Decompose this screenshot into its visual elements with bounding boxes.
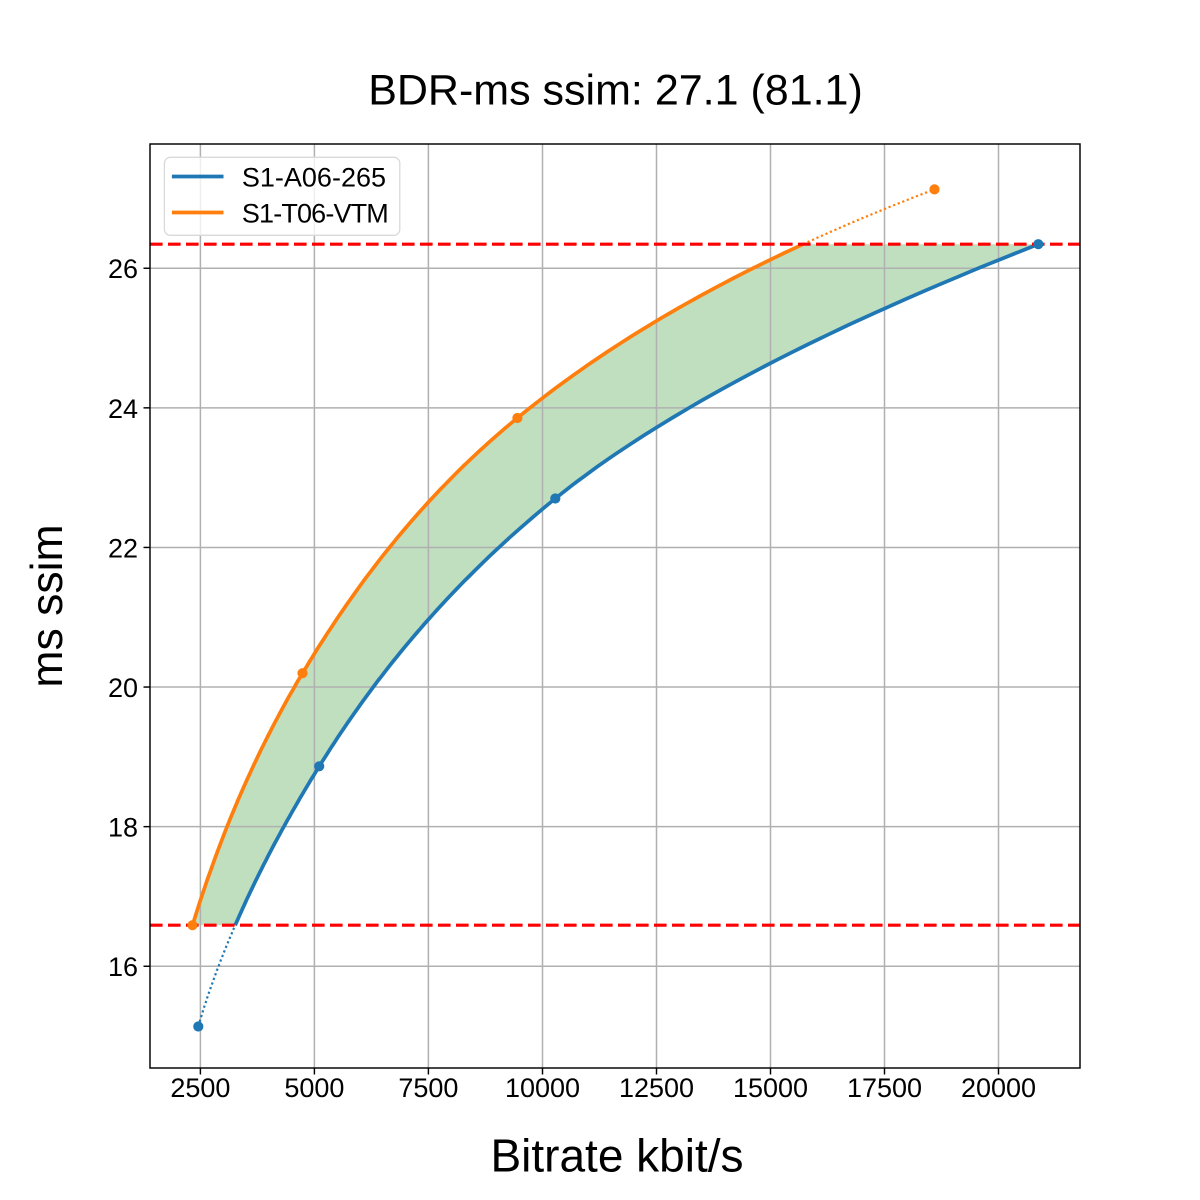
svg-text:20000: 20000 [961,1073,1036,1103]
svg-text:18: 18 [108,813,138,843]
svg-text:15000: 15000 [733,1073,808,1103]
svg-text:20: 20 [108,673,138,703]
svg-text:24: 24 [108,394,138,424]
svg-text:17500: 17500 [847,1073,922,1103]
svg-text:S1-A06-265: S1-A06-265 [242,162,386,192]
svg-text:5000: 5000 [284,1073,344,1103]
svg-text:S1-T06-VTM: S1-T06-VTM [242,198,388,228]
svg-text:2500: 2500 [170,1073,230,1103]
svg-text:26: 26 [108,254,138,284]
svg-text:16: 16 [108,952,138,982]
svg-text:12500: 12500 [619,1073,694,1103]
svg-text:10000: 10000 [505,1073,580,1103]
svg-text:Bitrate kbit/s: Bitrate kbit/s [490,1129,743,1181]
svg-text:22: 22 [108,533,138,563]
svg-text:BDR-ms ssim: 27.1 (81.1): BDR-ms ssim: 27.1 (81.1) [368,67,863,115]
svg-text:ms ssim: ms ssim [23,524,72,687]
svg-text:7500: 7500 [398,1073,458,1103]
